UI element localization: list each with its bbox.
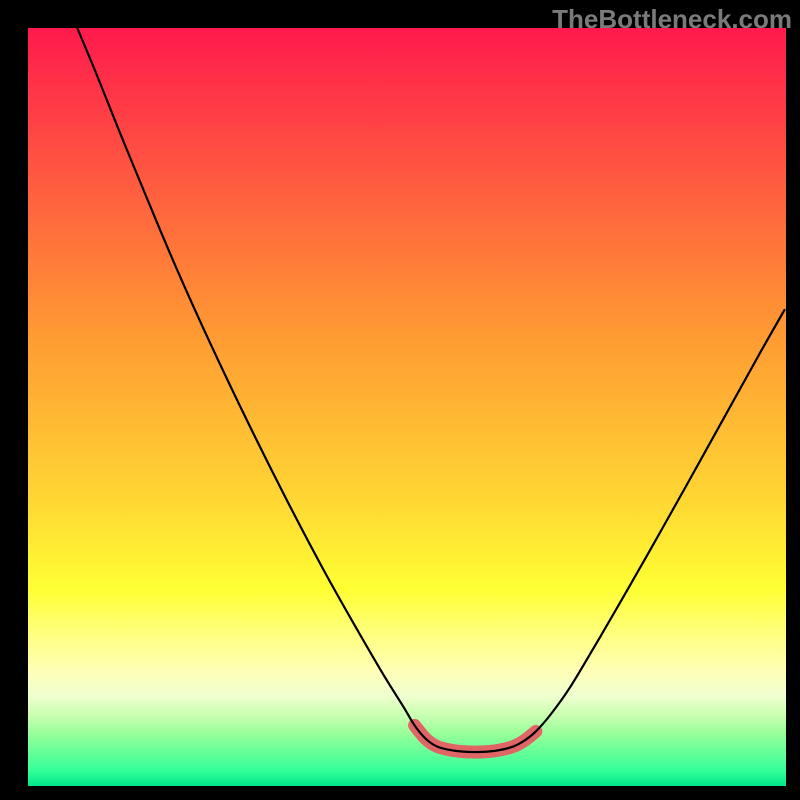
chart-container: TheBottleneck.com — [0, 0, 800, 800]
gradient-background — [28, 28, 786, 786]
plot-svg — [28, 28, 786, 786]
